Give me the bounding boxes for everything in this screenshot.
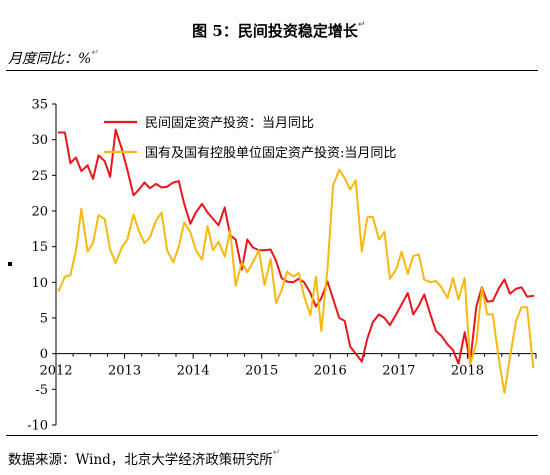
- legend-label-2: 国有及国有控股单位固定资产投资:当月同比: [145, 145, 396, 161]
- series-line-2: [57, 168, 535, 394]
- left-bullet-mark: [8, 262, 12, 266]
- x-tick-label: 2012: [39, 364, 72, 379]
- source-note: 数据来源：Wind，北京大学经济政策研究所 ↵: [8, 448, 280, 468]
- y-tick-label: 35: [31, 98, 48, 113]
- y-tick-label: 15: [31, 240, 48, 255]
- x-tick-label: 2017: [382, 364, 415, 379]
- y-tick-label: -5: [35, 383, 48, 398]
- source-text: 数据来源：Wind，北京大学经济政策研究所: [8, 452, 273, 468]
- bottom-rule: [6, 435, 538, 436]
- y-tick-label: 30: [31, 133, 48, 148]
- unit-label-text: 月度同比：%: [8, 51, 92, 67]
- figure-title: 图 5：民间投资稳定增长 ↵: [0, 20, 550, 41]
- y-tick-label: -10: [27, 419, 48, 434]
- y-tick-label: 10: [31, 276, 48, 291]
- y-tick-label: 20: [31, 205, 48, 220]
- x-tick-label: 2018: [451, 364, 484, 379]
- x-tick-label: 2015: [245, 364, 278, 379]
- top-rule: [6, 70, 538, 71]
- legend-label-1: 民间固定资产投资：当月同比: [145, 115, 314, 131]
- y-tick-label: 5: [40, 312, 48, 327]
- x-tick-label: 2013: [108, 364, 141, 379]
- x-tick-label: 2016: [314, 364, 347, 379]
- y-tick-label: 0: [40, 347, 48, 362]
- unit-label: 月度同比：% ↵: [8, 48, 99, 68]
- paragraph-mark: ↵: [357, 20, 366, 30]
- y-tick-label: 25: [31, 169, 48, 184]
- axes-group: -10 -5 0 5 10 15 20 25 30 35 2012 2013 2014 2015 2016 2…: [27, 98, 537, 434]
- series-group: [57, 128, 535, 394]
- figure-title-text: 图 5：民间投资稳定增长: [192, 22, 358, 40]
- paragraph-mark: ↵: [272, 448, 281, 458]
- series-line-1: [57, 128, 535, 365]
- x-tick-label: 2014: [177, 364, 210, 379]
- paragraph-mark: ↵: [91, 48, 99, 58]
